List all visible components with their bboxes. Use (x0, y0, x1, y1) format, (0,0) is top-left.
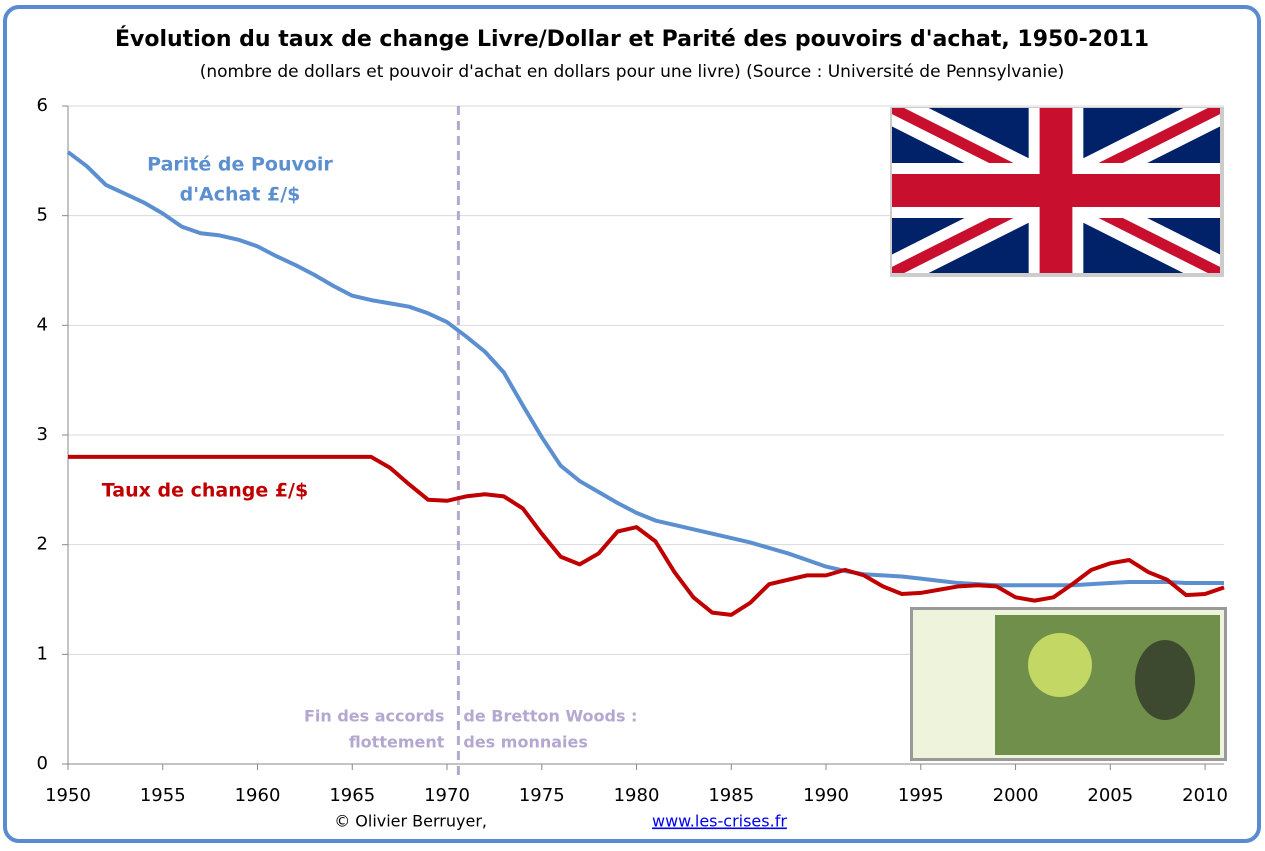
x-tick-label: 1975 (519, 785, 565, 806)
x-tick-label: 2000 (993, 785, 1039, 806)
credit: © Olivier Berruyer, (334, 812, 487, 831)
note-portrait (1135, 640, 1195, 720)
note-emblem (1028, 633, 1092, 697)
x-tick-label: 1960 (235, 785, 281, 806)
x-tick-label: 1950 (45, 785, 91, 806)
series-line (66, 150, 1224, 588)
x-tick-label: 1985 (708, 785, 754, 806)
y-tick-label: 6 (37, 95, 48, 116)
x-tick-label: 1965 (329, 785, 375, 806)
chart-subtitle: (nombre de dollars et pouvoir d'achat en… (200, 62, 1065, 82)
y-tick-label: 2 (37, 534, 48, 555)
x-tick-label: 2010 (1182, 785, 1228, 806)
x-tick-label: 1955 (140, 785, 186, 806)
y-tick-label: 1 (37, 643, 48, 664)
series-label: Taux de change £/$ (102, 480, 308, 502)
flag (892, 108, 1220, 273)
y-tick-label: 3 (37, 424, 48, 445)
series-label: d'Achat £/$ (180, 184, 301, 206)
x-tick-label: 1970 (424, 785, 470, 806)
x-tick-label: 1980 (614, 785, 660, 806)
chart-title: Évolution du taux de change Livre/Dollar… (115, 26, 1149, 52)
x-tick-label: 1995 (898, 785, 944, 806)
x-tick-label: 1990 (803, 785, 849, 806)
banknote (910, 607, 1227, 761)
y-tick-label: 0 (37, 753, 48, 774)
reference-label: flottement (349, 733, 445, 752)
reference-label: de Bretton Woods : (463, 707, 637, 726)
y-tick-label: 5 (37, 205, 48, 226)
series-line (68, 454, 1225, 617)
series-label: Parité de Pouvoir (147, 154, 333, 176)
link[interactable]: www.les-crises.fr (652, 812, 787, 831)
y-tick-label: 4 (37, 314, 48, 335)
reference-label: des monnaies (463, 733, 587, 752)
x-tick-label: 2005 (1087, 785, 1133, 806)
reference-label: Fin des accords (304, 707, 444, 726)
union-jack (890, 107, 1224, 277)
